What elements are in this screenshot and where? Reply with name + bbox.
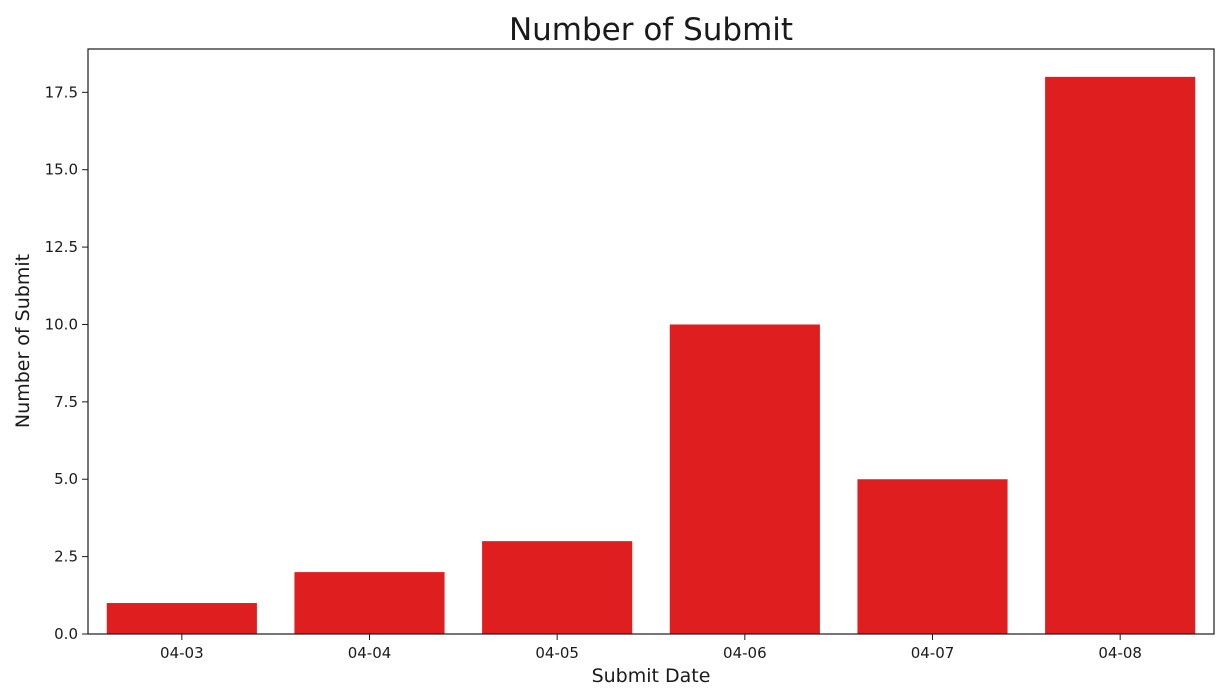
- y-axis: 0.0 2.5 5.0 7.5 10.0 12.5 15.0 17.5: [45, 83, 88, 643]
- y-tick-label-0.0: 0.0: [54, 625, 78, 643]
- y-tick-label-7.5: 7.5: [54, 393, 78, 411]
- y-tick-label-17.5: 17.5: [45, 83, 78, 101]
- x-tick-label-04-04: 04-04: [348, 644, 392, 662]
- x-axis-label: Submit Date: [592, 665, 711, 687]
- y-tick-label-10.0: 10.0: [45, 315, 78, 333]
- y-tick-label-5.0: 5.0: [54, 470, 78, 488]
- x-tick-label-04-08: 04-08: [1098, 644, 1142, 662]
- x-tick-label-04-05: 04-05: [535, 644, 579, 662]
- chart-title: Number of Submit: [509, 12, 793, 48]
- x-tick-label-04-06: 04-06: [723, 644, 767, 662]
- bar-04-05: [482, 541, 633, 634]
- y-tick-label-15.0: 15.0: [45, 161, 78, 179]
- bar-04-04: [294, 572, 445, 634]
- y-axis-label: Number of Submit: [12, 254, 34, 428]
- bar-04-08: [1045, 76, 1196, 635]
- bars-group: [106, 76, 1196, 635]
- bar-04-06: [669, 324, 820, 634]
- bar-04-03: [106, 603, 257, 634]
- y-tick-label-12.5: 12.5: [45, 238, 78, 256]
- plot-frame: [87, 48, 1215, 635]
- bar-04-07: [857, 479, 1008, 634]
- y-tick-label-2.5: 2.5: [54, 548, 78, 566]
- x-tick-label-04-03: 04-03: [160, 644, 204, 662]
- x-axis: 04-03 04-04 04-05 04-06 04-07 04-08: [160, 634, 1142, 662]
- x-tick-label-04-07: 04-07: [911, 644, 955, 662]
